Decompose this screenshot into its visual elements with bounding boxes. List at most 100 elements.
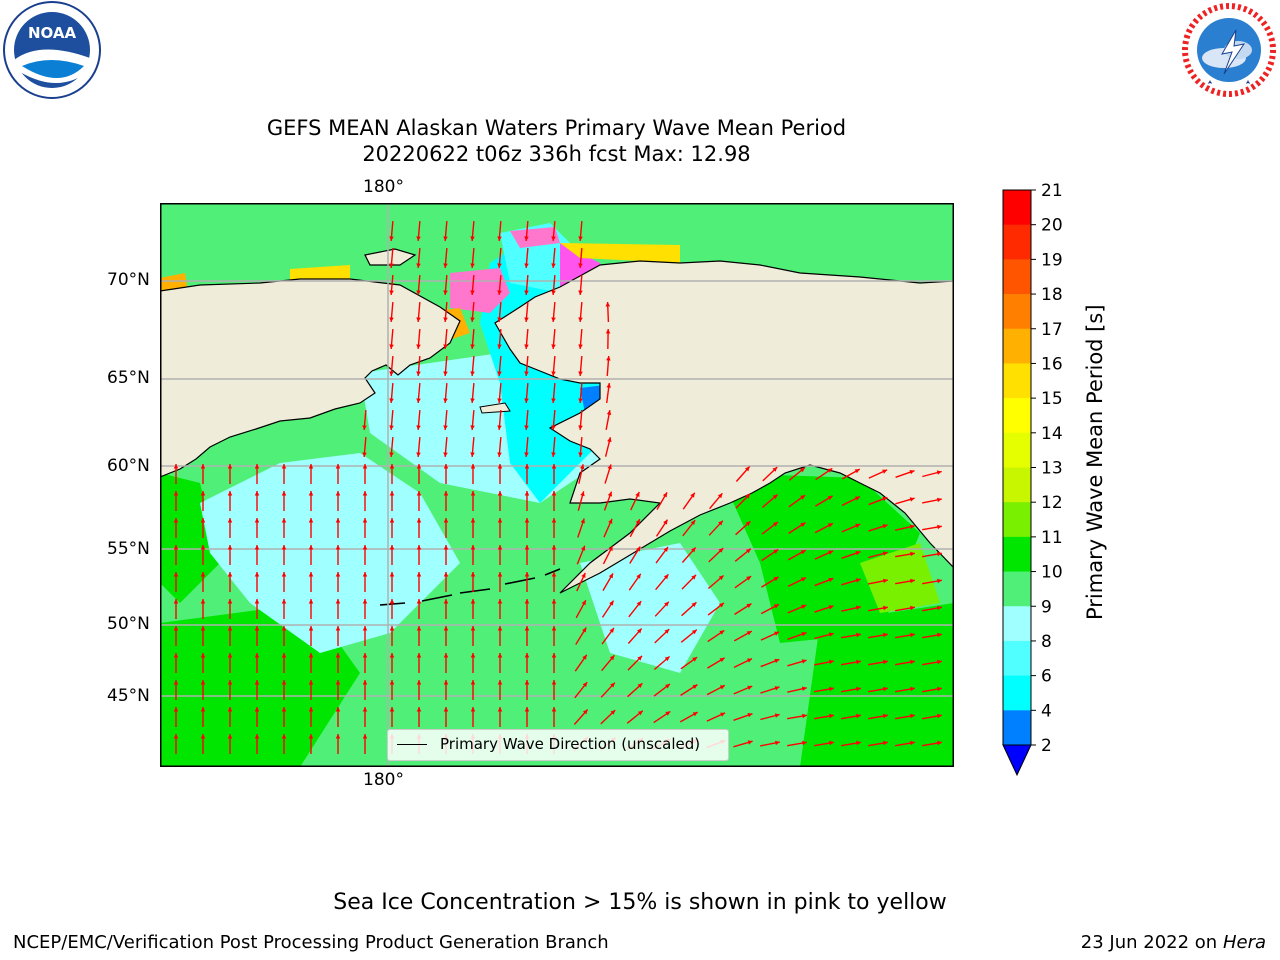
- wave-arrow-head: [470, 680, 476, 685]
- wave-arrow-head: [937, 713, 942, 719]
- wave-arrow-head: [389, 344, 394, 349]
- wave-arrow-head: [227, 464, 233, 469]
- lon-label-bottom: 180°: [363, 770, 404, 790]
- wave-arrow-head: [524, 425, 529, 430]
- wave-arrow-head: [227, 680, 233, 685]
- footer-credit: NCEP/EMC/Verification Post Processing Pr…: [13, 932, 609, 953]
- wave-arrow-head: [416, 518, 422, 523]
- wave-arrow-head: [416, 653, 422, 658]
- wave-arrow-head: [416, 317, 421, 322]
- wave-arrow-head: [909, 470, 915, 475]
- wave-arrow-head: [497, 680, 503, 685]
- wave-arrow-head: [799, 467, 805, 473]
- wave-arrow-head: [389, 707, 395, 712]
- wave-arrow-head: [497, 599, 503, 604]
- land-wrangel: [364, 248, 417, 266]
- wave-arrow-head: [883, 713, 888, 719]
- wave-arrow-head: [551, 626, 557, 631]
- wave-arrow-head: [200, 734, 206, 739]
- wave-arrow-head: [335, 653, 341, 658]
- wave-arrow-head: [254, 491, 260, 496]
- wave-arrow-head: [416, 236, 421, 241]
- wave-arrow-head: [335, 734, 341, 739]
- wave-arrow-head: [746, 576, 752, 581]
- wave-arrow-head: [308, 572, 314, 577]
- wave-arrow-head: [227, 572, 233, 577]
- wave-arrow-head: [443, 236, 448, 241]
- wave-arrow-head: [910, 605, 915, 611]
- wave-arrow-head: [227, 545, 233, 550]
- wave-arrow-head: [200, 545, 206, 550]
- wave-arrow-head: [524, 464, 530, 469]
- wave-arrow-head: [416, 626, 422, 631]
- wave-arrow-head: [497, 371, 502, 376]
- wave-arrow-head: [254, 518, 260, 523]
- wave-arrow-head: [443, 680, 449, 685]
- wave-arrow-head: [227, 518, 233, 523]
- wave-arrow-head: [497, 491, 503, 496]
- colorbar-tick-label: 21: [1041, 181, 1063, 201]
- wave-arrow-head: [774, 686, 780, 691]
- land-alaska: [494, 260, 954, 594]
- wave-arrow-head: [856, 686, 861, 692]
- wave-direction-arrows: [173, 220, 942, 754]
- wave-arrow-head: [664, 629, 670, 634]
- colorbar-segment: [1003, 606, 1031, 642]
- sea-ice: [560, 243, 680, 263]
- wave-arrow-head: [551, 317, 556, 322]
- wave-arrow-head: [362, 572, 368, 577]
- wave-arrow-head: [524, 371, 529, 376]
- wave-arrow-head: [497, 626, 503, 631]
- wave-arrow-head: [173, 572, 179, 577]
- wave-arrow-head: [551, 707, 557, 712]
- wave-arrow-head: [663, 519, 668, 525]
- colorbar-tick-label: 8: [1041, 632, 1052, 652]
- wave-arrow-head: [637, 655, 643, 661]
- wave-arrow-head: [746, 658, 752, 663]
- wave-arrow-head: [635, 491, 640, 497]
- wave-arrow-head: [443, 707, 449, 712]
- wave-arrow-head: [227, 707, 233, 712]
- wave-arrow-head: [416, 545, 422, 550]
- wave-arrow-head: [362, 599, 368, 604]
- wave-arrow-head: [717, 493, 723, 499]
- wave-arrow-head: [856, 713, 861, 719]
- wave-arrow-head: [909, 524, 915, 529]
- wave-arrow-head: [200, 626, 206, 631]
- colorbar-tick-label: 16: [1041, 354, 1063, 374]
- wave-arrow-head: [470, 599, 476, 604]
- wave-arrow-head: [497, 236, 502, 241]
- wave-arrow-head: [828, 659, 834, 665]
- wave-arrow-head: [227, 653, 233, 658]
- wave-arrow-head: [470, 572, 476, 577]
- wave-arrow-head: [200, 707, 206, 712]
- lat-label-70: 70°N: [107, 270, 150, 290]
- wave-arrow-head: [470, 653, 476, 658]
- colorbar-tick-label: 12: [1041, 493, 1063, 513]
- wave-arrow-head: [470, 398, 475, 403]
- wave-arrow-head: [665, 711, 671, 716]
- wave-arrow-head: [747, 713, 753, 718]
- wave-arrow-head: [582, 682, 588, 688]
- wave-arrow-head: [582, 709, 588, 715]
- wave-arrow-head: [254, 464, 260, 469]
- wave-arrow-head: [227, 626, 233, 631]
- wave-arrow-head: [800, 550, 806, 555]
- wave-arrow-head: [854, 496, 860, 501]
- wave-arrow-head: [581, 572, 586, 578]
- wave-arrow-head: [828, 550, 834, 555]
- wave-arrow-head: [308, 734, 314, 739]
- wave-arrow-head: [254, 626, 260, 631]
- wave-arrow-head: [443, 518, 449, 523]
- wave-arrow-head: [608, 573, 614, 579]
- wave-arrow-head: [800, 522, 806, 527]
- wave-arrow-head: [524, 263, 529, 268]
- wave-arrow-head: [802, 740, 807, 746]
- sea-ice: [450, 268, 510, 313]
- wave-arrow-head: [937, 551, 942, 557]
- wave-arrow-head: [605, 329, 611, 334]
- wave-arrow-head: [883, 740, 888, 746]
- wave-arrow-head: [609, 627, 614, 633]
- wave-arrow-head: [747, 740, 753, 745]
- wave-arrow-head: [335, 518, 341, 523]
